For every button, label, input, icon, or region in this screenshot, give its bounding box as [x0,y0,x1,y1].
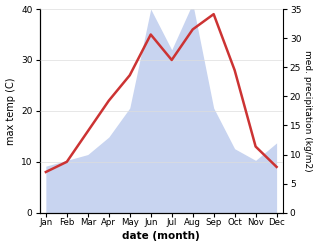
X-axis label: date (month): date (month) [122,231,200,242]
Y-axis label: med. precipitation (kg/m2): med. precipitation (kg/m2) [303,50,313,172]
Y-axis label: max temp (C): max temp (C) [5,77,16,145]
